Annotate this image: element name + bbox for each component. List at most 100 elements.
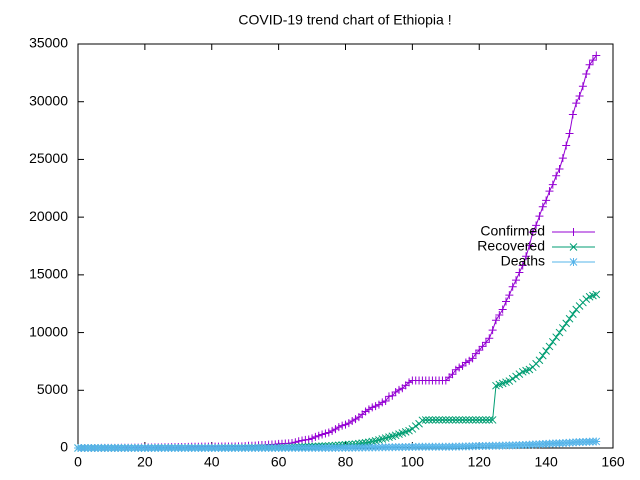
point-marker (575, 91, 584, 100)
point-marker (461, 358, 470, 367)
point-marker (324, 428, 333, 437)
point-marker (552, 333, 561, 342)
point-marker (471, 349, 480, 358)
point-marker (341, 420, 350, 429)
x-tick-label: 80 (338, 454, 354, 470)
point-marker (448, 416, 457, 424)
point-marker (532, 221, 541, 230)
point-marker (562, 319, 571, 328)
point-marker (451, 365, 460, 374)
point-marker (441, 416, 450, 424)
point-marker (344, 419, 353, 428)
point-marker (431, 416, 440, 424)
point-marker (445, 416, 454, 424)
point-marker (448, 370, 457, 379)
point-marker (488, 416, 497, 424)
point-marker (438, 416, 447, 424)
point-marker (391, 388, 400, 397)
point-marker (542, 347, 550, 355)
point-marker (548, 337, 557, 346)
x-tick-label: 60 (271, 454, 287, 470)
x-tick-label: 20 (137, 454, 153, 470)
point-marker (525, 365, 534, 374)
point-marker (592, 290, 601, 299)
point-marker (525, 241, 534, 250)
point-marker (465, 416, 474, 424)
point-marker (308, 434, 317, 443)
chart-title: COVID-19 trend chart of Ethiopia ! (238, 12, 451, 28)
point-marker (458, 361, 467, 370)
point-marker (304, 435, 313, 444)
point-marker (368, 403, 377, 412)
point-marker (505, 377, 514, 385)
point-marker (388, 391, 397, 400)
point-marker (428, 416, 437, 424)
point-marker (421, 416, 430, 424)
point-marker (592, 437, 601, 446)
point-marker (538, 202, 547, 211)
x-tick-label: 40 (204, 454, 220, 470)
point-marker (562, 141, 571, 150)
point-marker (578, 82, 587, 91)
legend-label: Confirmed (480, 223, 545, 239)
point-marker (548, 180, 557, 189)
x-tick-label: 120 (468, 454, 492, 470)
point-marker (572, 99, 581, 108)
point-marker (381, 397, 390, 406)
point-marker (545, 342, 554, 351)
point-marker (351, 415, 360, 424)
y-tick-label: 20000 (29, 208, 68, 224)
point-marker (592, 51, 601, 60)
point-marker (582, 295, 591, 303)
point-marker (462, 416, 470, 424)
x-tick-label: 140 (534, 454, 558, 470)
point-marker (505, 291, 514, 300)
point-marker (455, 416, 464, 424)
point-marker (371, 402, 380, 411)
point-marker (475, 416, 484, 424)
point-marker (552, 171, 561, 180)
point-marker (485, 416, 494, 424)
y-tick-label: 35000 (29, 35, 68, 51)
legend-marker (569, 243, 578, 251)
legend-label: Recovered (477, 238, 545, 254)
point-marker (485, 334, 494, 343)
y-tick-label: 5000 (37, 381, 68, 397)
point-marker (348, 417, 357, 426)
point-marker (582, 70, 591, 79)
point-marker (331, 425, 340, 434)
y-tick-label: 0 (60, 439, 68, 455)
point-marker (472, 416, 480, 424)
point-marker (508, 374, 517, 383)
point-marker (555, 328, 564, 337)
point-marker (458, 416, 467, 424)
point-marker (488, 326, 497, 335)
point-marker (585, 60, 594, 69)
point-marker (491, 316, 500, 325)
legend-label: Deaths (501, 253, 545, 269)
x-tick-label: 0 (74, 454, 82, 470)
point-marker (538, 351, 547, 360)
point-marker (361, 407, 370, 416)
point-marker (468, 354, 477, 363)
y-tick-label: 30000 (29, 92, 68, 108)
point-marker (565, 314, 574, 323)
point-marker (502, 297, 510, 306)
point-marker (451, 416, 460, 424)
point-marker (495, 310, 504, 319)
point-marker (522, 252, 531, 261)
point-marker (528, 228, 537, 237)
point-marker (569, 310, 577, 318)
point-marker (545, 187, 554, 196)
point-marker (395, 385, 403, 394)
point-marker (334, 423, 343, 432)
point-marker (321, 429, 330, 438)
point-marker (314, 431, 323, 440)
point-marker (475, 346, 484, 355)
point-marker (588, 56, 597, 65)
point-marker (328, 426, 337, 435)
point-marker (542, 196, 551, 205)
legend-marker (569, 228, 578, 236)
point-marker (555, 164, 564, 173)
